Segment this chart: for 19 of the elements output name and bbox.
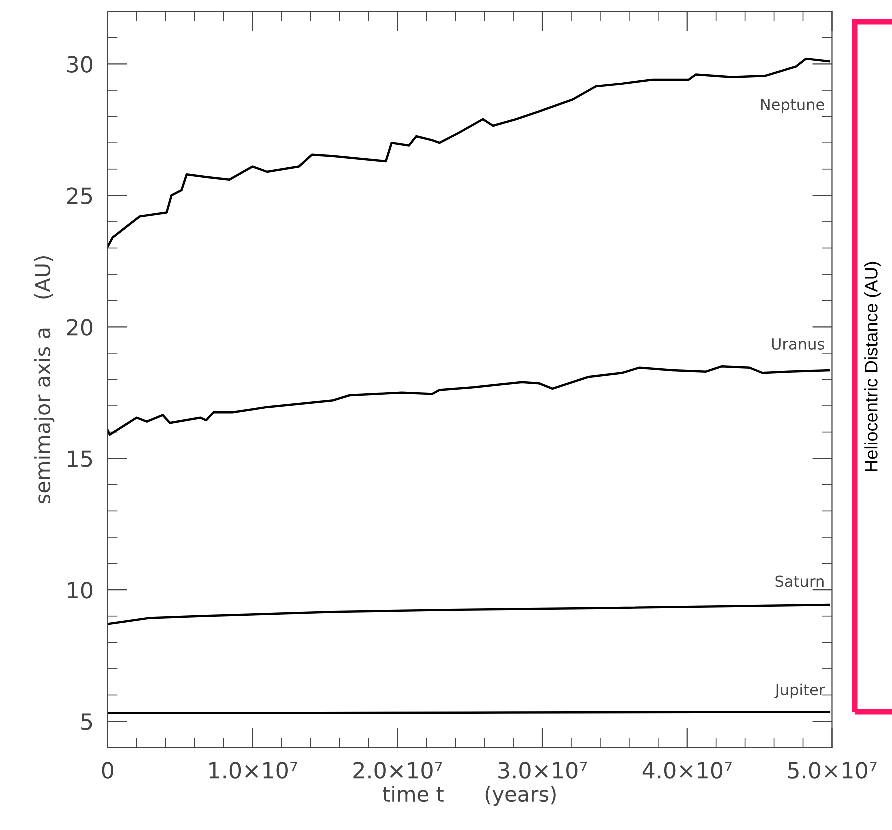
x-tick-label: 5.0×10⁷	[788, 762, 877, 779]
x-tick-label: 1.0×10⁷	[210, 762, 298, 779]
x-tick-label: 3.0×10⁷	[498, 762, 588, 779]
x-tick-label: 4.0×10⁷	[642, 762, 732, 779]
y-tick-label: 20	[67, 319, 93, 336]
y-tick-label: 15	[68, 450, 92, 468]
x-axis-title: time t (years)	[383, 786, 556, 806]
text: Heliocentric Distance (AU)	[864, 262, 882, 472]
x-tick-label: 2.0×10⁷	[354, 762, 442, 779]
y-tick-label: 30	[67, 56, 93, 73]
y-tick-label: 25	[67, 188, 92, 204]
x-tick-label: 0	[102, 762, 114, 779]
y-tick-label: 10	[68, 582, 93, 599]
series-label: Uranus	[772, 338, 824, 350]
series-label: Saturn	[776, 576, 824, 588]
series-label: Jupiter	[774, 684, 826, 699]
y-tick-label: 5	[82, 714, 92, 730]
y-axis-title: semimajor axis a (AU)	[34, 256, 55, 504]
series-label: Neptune	[761, 99, 824, 114]
